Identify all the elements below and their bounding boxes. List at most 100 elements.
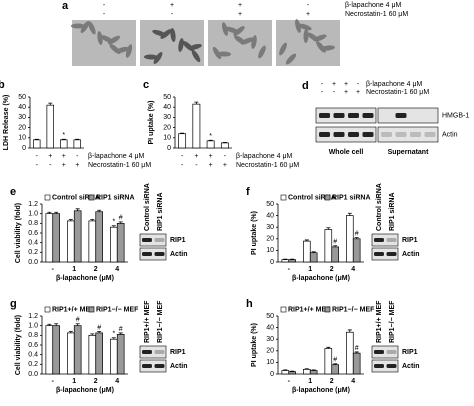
blot-strip — [371, 247, 399, 261]
bar — [309, 252, 318, 263]
row-label: RIP1 — [170, 349, 186, 356]
cell — [160, 29, 172, 39]
bar — [73, 139, 81, 149]
bar — [324, 229, 333, 263]
panel-label: c — [143, 79, 149, 91]
row-label: Actin — [402, 251, 420, 258]
blot-band — [395, 132, 407, 137]
y-tick-label: 50 — [266, 201, 274, 208]
blot-band — [333, 132, 345, 137]
micrograph — [140, 20, 204, 66]
blot-strip — [371, 359, 399, 373]
panel-label: f — [246, 186, 250, 198]
y-tick-label: 10 — [266, 359, 274, 366]
condition-sign: + — [75, 162, 79, 169]
y-tick-label: 30 — [163, 114, 171, 121]
error-bar — [68, 219, 73, 221]
micrograph — [208, 20, 272, 66]
lane-label: RIP1−/− MEF — [389, 300, 396, 343]
condition-sign: - — [195, 162, 198, 169]
error-bar — [208, 139, 213, 141]
error-bar — [311, 369, 316, 371]
bar — [116, 334, 125, 375]
condition-sign: + — [209, 162, 213, 169]
blot-band — [154, 364, 165, 368]
y-tick-label: 0 — [22, 145, 26, 152]
significance-mark: # — [355, 345, 359, 352]
blot-strip — [377, 126, 439, 143]
y-axis-label: PI uptake (%) — [148, 101, 155, 145]
bar — [52, 325, 60, 375]
bar — [45, 325, 54, 375]
blot-strip — [371, 233, 399, 247]
significance-mark: * — [62, 132, 65, 139]
cell — [153, 52, 163, 64]
error-bar — [75, 138, 80, 140]
blot-strip — [371, 345, 399, 359]
y-tick-label: 10 — [266, 247, 274, 254]
legend-swatch — [44, 306, 51, 313]
error-bar — [333, 363, 338, 365]
x-axis-label: β-lapachone (μM) — [292, 387, 350, 394]
blot — [139, 345, 167, 373]
bar — [352, 352, 361, 375]
y-tick-label: 20 — [266, 236, 274, 243]
condition-sign: + — [344, 81, 348, 88]
error-bar — [75, 208, 80, 211]
significance-mark: # — [119, 215, 123, 222]
bar — [303, 240, 311, 263]
y-tick-label: 20 — [266, 348, 274, 355]
micrograph-bg — [208, 20, 272, 66]
blot-strip — [139, 359, 167, 373]
bar — [220, 142, 229, 149]
blot-band — [154, 238, 165, 242]
legend-label: RIP1+/+ MEF — [288, 306, 331, 313]
significance-mark: # — [333, 357, 337, 364]
condition-sign: + — [332, 81, 336, 88]
y-tick-label: 10 — [18, 135, 26, 142]
y-tick-label: 0.0 — [28, 259, 38, 266]
error-bar — [354, 237, 359, 239]
error-bar — [111, 337, 116, 340]
blot-band — [154, 350, 165, 354]
y-tick-label: 0.2 — [28, 361, 38, 368]
cell — [240, 37, 254, 45]
x-tick-label: 4 — [115, 378, 119, 385]
blot-band — [333, 113, 345, 118]
condition-name: β-lapachone 4 μM — [88, 153, 144, 160]
y-tick-label: 30 — [266, 336, 274, 343]
row-label: RIP1 — [402, 349, 418, 356]
significance-mark: # — [97, 324, 101, 331]
x-tick-label: 1 — [72, 378, 76, 385]
error-bar — [61, 138, 66, 140]
blot-band — [386, 364, 397, 368]
error-bar — [354, 351, 359, 354]
cell — [212, 46, 222, 60]
error-bar — [180, 132, 185, 134]
cell — [279, 42, 287, 56]
bar — [281, 259, 290, 263]
y-axis-label: Cell viability (fold) — [15, 315, 22, 375]
x-tick-label: - — [288, 378, 291, 385]
bar — [352, 238, 361, 263]
condition-sign: - — [224, 153, 227, 160]
significance-mark: # — [355, 230, 359, 237]
y-tick-label: 10 — [163, 135, 171, 142]
y-tick-label: 50 — [266, 313, 274, 320]
legend-swatch — [280, 306, 287, 313]
bar — [288, 371, 296, 375]
panel-label: g — [10, 298, 17, 310]
cell — [80, 20, 90, 34]
significance-mark: # — [119, 326, 123, 333]
condition-name: Necrostatin-1 60 μM — [236, 162, 299, 169]
y-tick-label: 0 — [270, 259, 274, 266]
condition-name: β-lapachone 4 μM — [236, 153, 292, 160]
error-bar — [68, 331, 73, 333]
condition-name: Necrostatin-1 60 μM — [366, 89, 429, 96]
blot — [139, 233, 167, 261]
bar — [88, 220, 97, 263]
significance-mark: * — [112, 219, 115, 226]
blot — [377, 107, 439, 143]
bar — [331, 246, 339, 263]
x-tick-label: 1 — [72, 266, 76, 273]
